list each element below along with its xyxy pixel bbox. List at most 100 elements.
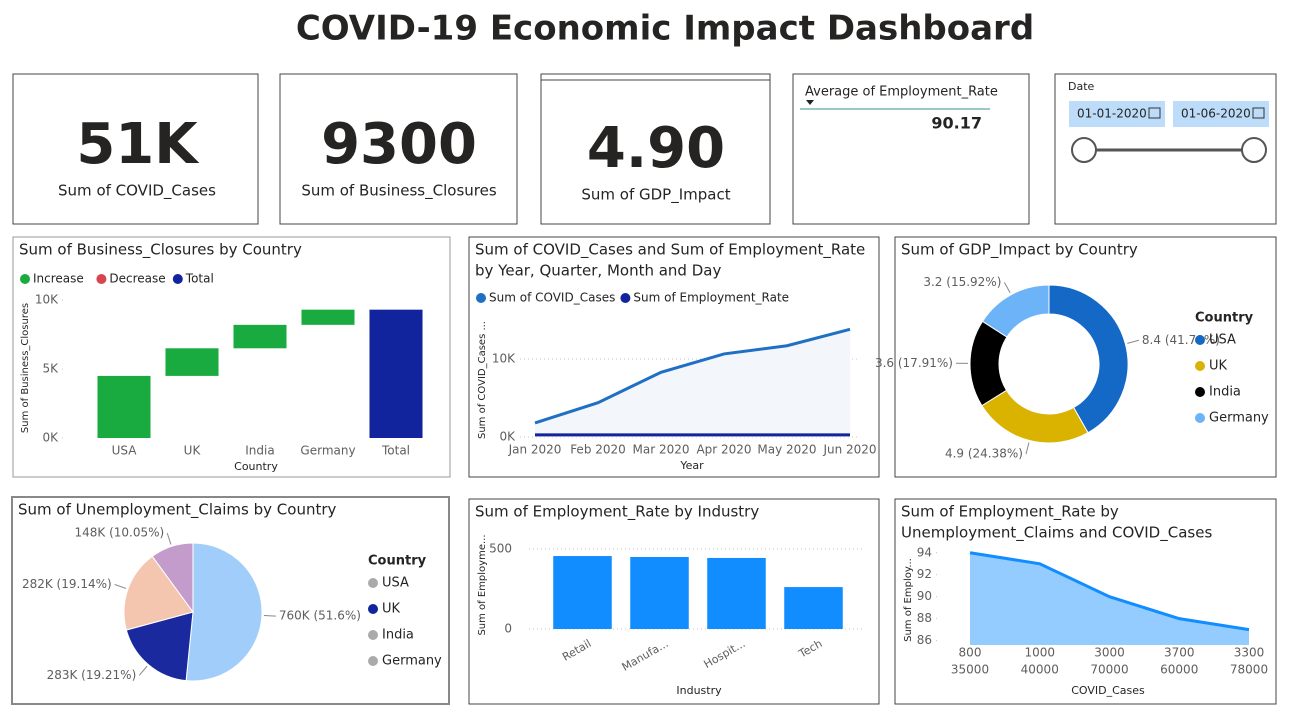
card-value: 9300 <box>321 112 477 177</box>
legend-marker <box>368 578 378 588</box>
data-label: 283K (19.21%) <box>47 668 137 682</box>
y-tick-label: 500 <box>489 542 512 556</box>
x-tick-label: May 2020 <box>757 443 816 457</box>
chart-title: Sum of Employment_Rate by Industry <box>475 503 759 522</box>
card-label: Sum of Business_Closures <box>301 182 496 201</box>
data-label: 3.6 (17.91%) <box>875 356 953 370</box>
y-tick-label: 0 <box>504 622 512 636</box>
x-tick-label: 60000 <box>1160 663 1198 677</box>
legend-marker <box>172 274 183 284</box>
bar <box>233 324 287 349</box>
data-label: 148K (10.05%) <box>75 526 165 540</box>
leader-line <box>1003 282 1011 294</box>
calendar-icon[interactable] <box>1252 107 1265 119</box>
legend-marker <box>368 630 378 640</box>
chart-title: Sum of Business_Closures by Country <box>19 241 302 260</box>
x-tick-label: Feb 2020 <box>570 443 626 457</box>
card-label: Sum of GDP_Impact <box>581 186 730 205</box>
x-tick-label: 800 <box>959 646 982 660</box>
y-tick-label: 10K <box>35 293 59 307</box>
legend-marker <box>1195 413 1205 423</box>
legend-label: Germany <box>382 654 442 669</box>
y-axis-title: Sum of Business_Closures <box>20 303 31 433</box>
x-axis-title: Year <box>679 459 704 472</box>
legend-marker <box>476 293 486 303</box>
leader-line <box>114 584 127 589</box>
slice <box>185 542 263 682</box>
slice <box>981 284 1050 338</box>
y-tick-label: 0K <box>499 430 516 444</box>
bar <box>97 375 151 438</box>
x-tick-label: Mar 2020 <box>633 443 690 457</box>
card-label: Sum of COVID_Cases <box>58 182 216 201</box>
date-start: 01-01-2020 <box>1077 107 1147 121</box>
card-label: Average of Employment_Rate <box>805 85 998 100</box>
y-tick-label: 90 <box>917 589 932 603</box>
date-end: 01-06-2020 <box>1181 107 1251 121</box>
legend-label: UK <box>1209 359 1228 374</box>
x-axis-title: Industry <box>676 684 722 697</box>
card-value: 90.17 <box>931 114 982 133</box>
y-tick-label: 92 <box>917 567 932 581</box>
leader-line <box>166 532 172 545</box>
area-fill <box>535 329 850 437</box>
x-tick-label: 78000 <box>1230 663 1268 677</box>
x-tick-label: UK <box>184 444 202 458</box>
x-axis-title: COVID_Cases <box>1071 684 1145 697</box>
chart-title: by Year, Quarter, Month and Day <box>475 262 721 280</box>
legend-marker <box>1195 387 1205 397</box>
slider-handle[interactable] <box>1071 137 1097 163</box>
legend-label: Sum of COVID_Cases <box>489 291 615 305</box>
data-label: 760K (51.6%) <box>279 609 361 623</box>
legend-label: Total <box>185 272 214 286</box>
legend-marker <box>368 604 378 614</box>
legend-label: Decrease <box>109 272 165 286</box>
y-axis-title: Sum of Employ... <box>903 558 914 642</box>
legend-marker <box>1195 335 1205 345</box>
y-tick-label: 88 <box>917 611 932 625</box>
legend-label: India <box>382 628 414 643</box>
x-axis-title: Country <box>234 460 278 473</box>
series-line <box>534 327 851 425</box>
x-tick-label: 40000 <box>1021 663 1059 677</box>
y-tick-label: 94 <box>917 545 932 559</box>
bar <box>301 309 355 325</box>
legend-title: Country <box>1195 311 1254 326</box>
x-tick-label: Germany <box>300 444 355 458</box>
card <box>279 73 518 225</box>
sort-arrow[interactable] <box>806 100 814 105</box>
x-tick-label: 35000 <box>951 663 989 677</box>
legend-label: Sum of Employment_Rate <box>633 291 789 305</box>
bar <box>784 587 843 629</box>
x-tick-label: USA <box>112 444 138 458</box>
slice <box>151 542 194 614</box>
y-tick-label: 0K <box>42 431 59 445</box>
legend-marker <box>20 274 30 284</box>
x-tick-label: 3300 <box>1234 646 1265 660</box>
legend-marker <box>620 293 631 303</box>
slice <box>1048 284 1129 434</box>
legend-label: USA <box>1209 333 1236 348</box>
leader-line <box>1025 442 1030 455</box>
area-fill <box>970 552 1249 645</box>
bar <box>707 557 766 629</box>
bar <box>165 348 219 376</box>
legend-label: USA <box>382 576 409 591</box>
x-tick-label: Jun 2020 <box>822 443 876 457</box>
x-tick-label: 70000 <box>1090 663 1128 677</box>
visual-frame <box>894 498 1277 705</box>
x-tick-label: 3000 <box>1094 646 1125 660</box>
data-label: 3.2 (15.92%) <box>923 275 1001 289</box>
y-tick-label: 86 <box>917 633 932 647</box>
x-tick-label: Apr 2020 <box>696 443 751 457</box>
calendar-icon[interactable] <box>1148 107 1161 119</box>
card <box>540 73 771 225</box>
slider-handle[interactable] <box>1241 137 1267 163</box>
legend-title: Country <box>368 554 427 569</box>
dashboard-title: COVID-19 Economic Impact Dashboard <box>296 9 1034 49</box>
x-tick-label: India <box>245 444 274 458</box>
legend-label: India <box>1209 385 1241 400</box>
bar <box>369 309 423 438</box>
x-tick-label: Total <box>381 444 410 458</box>
